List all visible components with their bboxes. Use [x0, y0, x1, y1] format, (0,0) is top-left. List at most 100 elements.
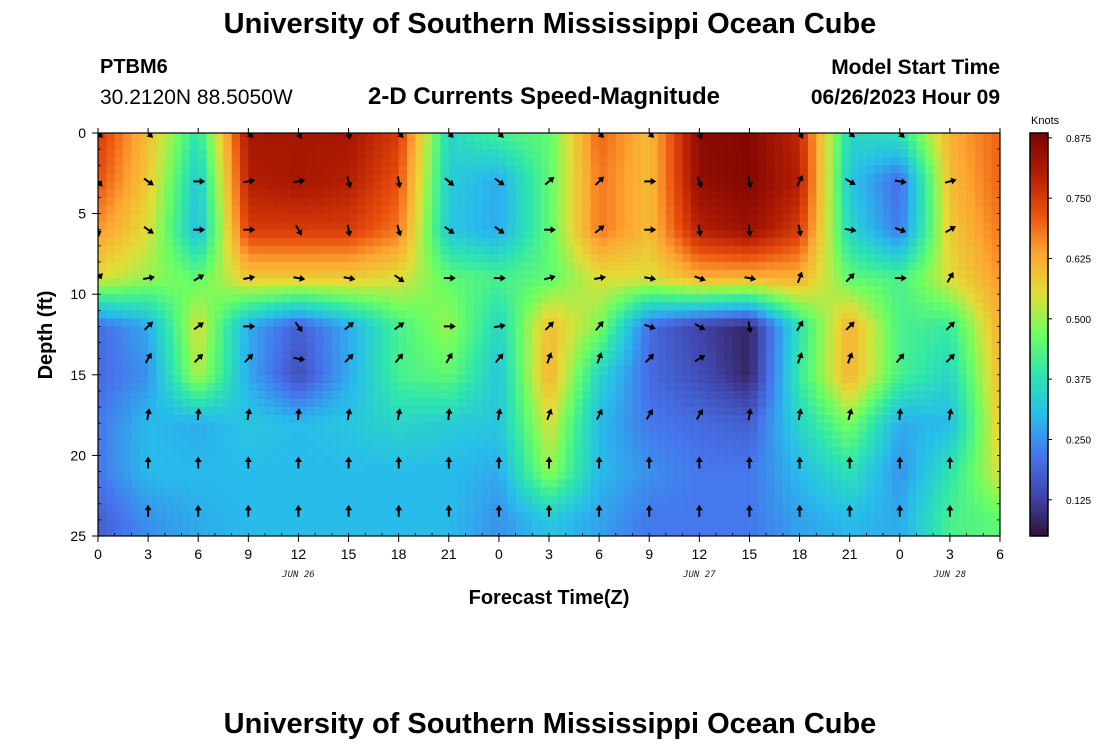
heatmap-cell	[507, 439, 517, 448]
heatmap-cell	[665, 149, 675, 158]
heatmap-cell	[498, 181, 508, 191]
heatmap-cell	[858, 286, 867, 295]
heatmap-cell	[782, 479, 792, 489]
heatmap-cell	[482, 245, 492, 255]
heatmap-cell	[432, 374, 442, 384]
heatmap-cell	[148, 286, 158, 295]
heatmap-cell	[306, 366, 316, 376]
heatmap-cell	[340, 197, 350, 207]
heatmap-cell	[415, 439, 425, 448]
heatmap-cell	[841, 245, 851, 255]
heatmap-cell	[156, 447, 166, 456]
heatmap-cell	[966, 366, 976, 376]
heatmap-cell	[624, 221, 634, 231]
heatmap-cell	[298, 415, 308, 424]
heatmap-cell	[974, 286, 984, 295]
heatmap-cell	[114, 390, 124, 400]
heatmap-cell	[941, 423, 951, 432]
heatmap-cell	[640, 358, 650, 368]
heatmap-cell	[674, 326, 684, 336]
heatmap-cell	[423, 479, 433, 489]
heatmap-cell	[974, 455, 984, 465]
heatmap-cell	[933, 374, 943, 384]
heatmap-cell	[473, 455, 483, 465]
heatmap-cell	[741, 423, 751, 432]
heatmap-cell	[690, 213, 700, 223]
heatmap-cell	[574, 253, 584, 263]
heatmap-cell	[933, 261, 943, 271]
heatmap-cell	[290, 310, 300, 319]
heatmap-cell	[874, 366, 884, 376]
heatmap-cell	[498, 286, 508, 295]
heatmap-cell	[574, 342, 584, 352]
heatmap-cell	[432, 495, 442, 505]
heatmap-cell	[298, 270, 308, 279]
page-title: University of Southern Mississippi Ocean…	[223, 8, 877, 40]
heatmap-cell	[699, 261, 709, 271]
heatmap-cell	[156, 197, 166, 207]
heatmap-cell	[640, 374, 650, 384]
heatmap-cell	[557, 390, 567, 400]
heatmap-cell	[657, 495, 667, 505]
heatmap-cell	[816, 286, 826, 295]
heatmap-cell	[891, 245, 901, 255]
heatmap-cell	[131, 286, 141, 295]
heatmap-cell	[173, 149, 183, 158]
heatmap-cell	[707, 326, 717, 336]
heatmap-cell	[807, 213, 817, 223]
heatmap-cell	[766, 189, 776, 199]
heatmap-cell	[924, 471, 934, 481]
heatmap-cell	[356, 261, 366, 271]
heatmap-cell	[248, 342, 258, 352]
heatmap-cell	[114, 302, 124, 311]
heatmap-cell	[457, 173, 467, 182]
heatmap-cell	[883, 229, 893, 239]
heatmap-cell	[398, 495, 408, 505]
heatmap-cell	[448, 374, 458, 384]
heatmap-cell	[732, 189, 742, 199]
heatmap-cell	[832, 447, 842, 456]
heatmap-cell	[966, 229, 976, 239]
heatmap-cell	[883, 165, 893, 174]
heatmap-cell	[440, 245, 450, 255]
heatmap-cell	[958, 253, 968, 263]
heatmap-cell	[365, 294, 375, 303]
heatmap-cell	[615, 261, 625, 271]
heatmap-cell	[457, 415, 467, 424]
heatmap-cell	[632, 350, 642, 360]
heatmap-cell	[774, 471, 784, 481]
heatmap-cell	[574, 286, 584, 295]
heatmap-cell	[98, 350, 107, 360]
heatmap-cell	[607, 374, 617, 384]
heatmap-cell	[106, 423, 116, 432]
heatmap-cell	[841, 213, 851, 223]
heatmap-cell	[640, 181, 650, 191]
heatmap-cell	[306, 181, 316, 191]
heatmap-cell	[858, 261, 867, 271]
heatmap-cell	[941, 374, 951, 384]
heatmap-cell	[841, 229, 851, 239]
heatmap-cell	[891, 342, 901, 352]
heatmap-cell	[223, 197, 233, 207]
heatmap-cell	[323, 495, 333, 505]
heatmap-cell	[398, 358, 408, 368]
heatmap-cell	[323, 342, 333, 352]
heatmap-cell	[699, 439, 709, 448]
heatmap-cell	[582, 157, 592, 166]
heatmap-cell	[615, 487, 625, 497]
heatmap-cell	[741, 302, 751, 311]
heatmap-cell	[365, 374, 375, 384]
heatmap-cell	[532, 197, 542, 207]
heatmap-cell	[949, 213, 959, 223]
heatmap-cell	[941, 455, 951, 465]
heatmap-cell	[432, 310, 442, 319]
heatmap-cell	[858, 141, 867, 150]
heatmap-cell	[298, 278, 308, 287]
heatmap-cell	[724, 415, 734, 424]
heatmap-cell	[699, 326, 709, 336]
heatmap-cell	[624, 439, 634, 448]
heatmap-cell	[231, 165, 241, 174]
heatmap-cell	[766, 270, 776, 279]
heatmap-cell	[173, 439, 183, 448]
heatmap-cell	[507, 390, 517, 400]
